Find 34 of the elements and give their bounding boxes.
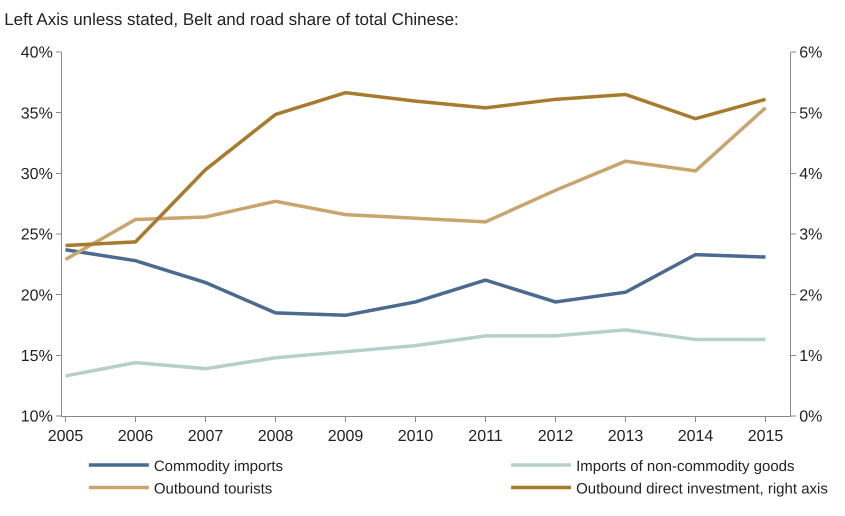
x-tick-label: 2013	[608, 428, 644, 446]
y2-tick-label: 5%	[799, 105, 822, 122]
y-tick-label: 30%	[20, 166, 53, 183]
x-tick-label: 2012	[538, 428, 574, 446]
y2-tick-label: 2%	[799, 287, 822, 304]
legend-label: Outbound tourists	[154, 480, 272, 498]
legend-label: Outbound direct investment, right axis	[576, 480, 828, 498]
line-series	[64, 248, 768, 318]
y2-tick-label: 6%	[799, 44, 822, 62]
x-tick-label: 2010	[398, 428, 434, 446]
x-tick-label: 2006	[118, 428, 154, 446]
y-tick-label: 15%	[20, 348, 53, 365]
legend-label: Imports of non-commodity goods	[576, 458, 795, 475]
x-tick-label: 2009	[328, 428, 364, 446]
x-tick-label: 2015	[748, 428, 784, 446]
legend-label: Commodity imports	[154, 458, 284, 475]
line-series	[64, 106, 768, 262]
y-tick-label: 35%	[20, 105, 53, 122]
y2-tick-label: 3%	[799, 226, 822, 244]
line-series	[64, 90, 768, 248]
x-tick-label: 2014	[678, 428, 714, 446]
x-tick-label: 2011	[468, 428, 503, 446]
y-tick-label: 10%	[20, 408, 53, 426]
x-tick-label: 2007	[188, 428, 224, 446]
x-tick-label: 2008	[258, 428, 294, 446]
y-tick-label: 40%	[20, 44, 53, 62]
y2-tick-label: 1%	[799, 348, 822, 365]
y-tick-label: 20%	[20, 287, 53, 304]
x-tick-label: 2005	[48, 428, 84, 446]
y2-tick-label: 0%	[799, 408, 822, 426]
y2-tick-label: 4%	[799, 166, 822, 183]
y-tick-label: 25%	[20, 226, 53, 244]
line-series	[64, 328, 768, 378]
chart-title: Left Axis unless stated, Belt and road share of total Chinese:	[4, 10, 459, 29]
